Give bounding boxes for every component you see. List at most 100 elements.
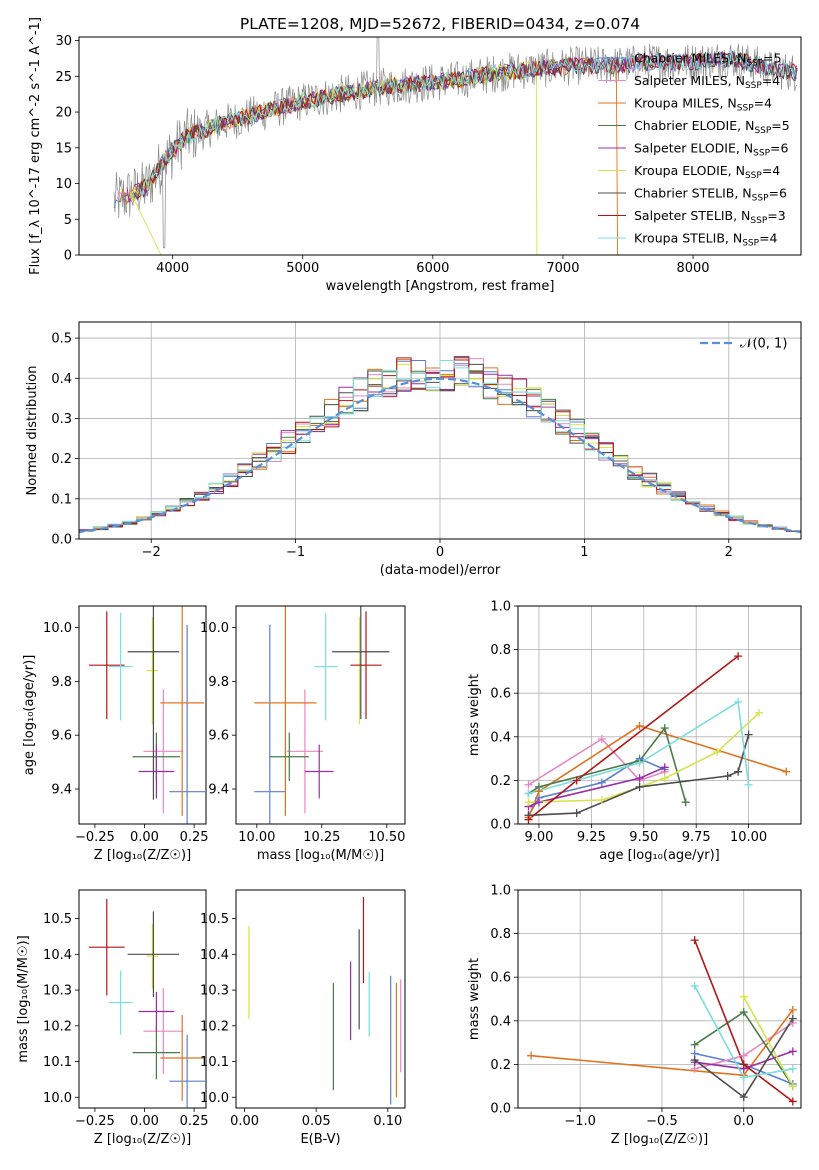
mass-weight-vs-age-panel: 9.00 9.25 9.50 9.75 10.00 0.0 0.2 0.4 0.6 0.8 1.0 a… (467, 600, 802, 863)
mass-vs-metallicity-panel: −0.25 0.00 0.25 10.0 10.1 10.2 10.3 10.4 10.5 Z [… (16, 889, 209, 1147)
mass-weight-marker (524, 789, 533, 798)
y-tick-label: 15 (55, 141, 72, 156)
legend-subscript: SSP (754, 126, 771, 136)
legend-count: =5 (771, 118, 789, 133)
age-vs-metallicity-panel: −0.25 0.00 0.25 9.4 9.6 9.8 10.0 Z [log₁₀(Z/Z☉)… (22, 605, 209, 863)
x-tick-label: 4000 (156, 261, 189, 276)
plot-area (79, 356, 801, 534)
axes-frame (517, 889, 802, 1109)
axis-label: wavelength [Angstrom, rest frame] (326, 279, 555, 294)
y-tick-label: 10.0 (200, 1091, 229, 1106)
legend-subscript: SSP (737, 104, 754, 114)
x-tick-label: −1.0 (564, 1114, 596, 1129)
mass-weight-marker (597, 778, 606, 787)
y-tick-label: 0.4 (490, 1014, 511, 1029)
axis-label: mass weight (467, 674, 482, 756)
axis-label: mass [log₁₀(M/M☉)] (16, 935, 31, 1062)
x-tick-label: 8000 (676, 261, 709, 276)
y-tick-label: 10.3 (200, 984, 229, 999)
mass-weight-marker (635, 758, 644, 767)
legend-label: Salpeter MILES, NSSP=4 (634, 73, 780, 91)
y-tick-label: 1.0 (490, 600, 511, 615)
y-tick-label: 0.8 (490, 927, 511, 942)
y-tick-label: 10.0 (200, 621, 229, 636)
mass-weight-marker (660, 724, 669, 733)
legend-label: Chabrier ELODIE, NSSP=5 (634, 118, 790, 136)
mass-weight-marker (690, 936, 699, 945)
legend-count: =4 (759, 231, 777, 246)
axis-label: Z [log₁₀(Z/Z☉)] (94, 1132, 191, 1147)
y-tick-label: 0.6 (490, 687, 511, 702)
mass-weight-vs-metallicity-panel: −1.0 −0.5 0.0 0.0 0.2 0.4 0.6 0.8 1.0 Z [log₁₀(Z/… (467, 884, 802, 1147)
mass-weight-marker (782, 767, 791, 776)
y-tick-label: 10.5 (200, 912, 229, 927)
x-tick-label: −1 (286, 545, 305, 560)
legend-subscript: SSP (742, 239, 759, 249)
y-tick-label: 10.0 (43, 621, 72, 636)
plot-area (248, 897, 402, 1105)
axis-label: mass weight (467, 958, 482, 1040)
axes-frame (78, 36, 802, 256)
y-tick-label: 0.4 (51, 372, 72, 387)
mass-weight-marker (739, 1060, 748, 1069)
mass-weight-marker (524, 798, 533, 807)
legend-label: Kroupa STELIB, NSSP=4 (634, 231, 778, 249)
legend-count: =6 (770, 141, 788, 156)
plot-area (88, 606, 206, 824)
axes-frame (235, 605, 406, 825)
x-tick-label: 10.00 (238, 830, 275, 845)
mass-vs-extinction-panel: 0.00 0.05 0.10 10.0 10.1 10.2 10.3 10.4 10.5 E(B-… (200, 889, 406, 1147)
x-tick-label: 9.00 (524, 830, 553, 845)
x-tick-label: 6000 (416, 261, 449, 276)
x-tick-label: 0.00 (130, 830, 159, 845)
spectrum-legend: Chabrier MILES, NSSP=5 Salpeter MILES, NS… (598, 51, 790, 249)
y-tick-label: 0.3 (51, 412, 72, 427)
legend-subscript: SSP (753, 149, 770, 159)
y-tick-label: 10.1 (200, 1055, 229, 1070)
x-tick-label: −0.5 (646, 1114, 678, 1129)
mass-weight-marker (524, 815, 533, 824)
y-tick-label: 9.4 (208, 783, 229, 798)
legend-label: Kroupa ELODIE, NSSP=4 (634, 163, 780, 181)
x-tick-label: 10.25 (303, 830, 340, 845)
mass-weight-marker (734, 652, 743, 661)
mass-weight-marker (534, 798, 543, 807)
y-tick-label: 20 (55, 106, 72, 121)
mass-weight-line (527, 655, 739, 821)
mass-weight-line (528, 700, 750, 795)
x-tick-label: 0.25 (180, 1114, 209, 1129)
mass-weight-marker (739, 992, 748, 1001)
mass-weight-marker (739, 1093, 748, 1102)
axis-label: mass [log₁₀(M/M☉)] (257, 848, 384, 863)
legend-subscript: SSP (745, 81, 762, 91)
y-tick-label: 10.2 (200, 1019, 229, 1034)
y-tick-label: 25 (55, 70, 72, 85)
legend-label: Chabrier MILES, NSSP=5 (634, 51, 782, 69)
mass-weight-marker (739, 1051, 748, 1060)
y-tick-label: 10.3 (43, 984, 72, 999)
axis-label: Normed distribution (25, 366, 40, 496)
y-tick-label: 9.6 (51, 729, 72, 744)
mass-weight-marker (788, 1064, 797, 1073)
legend-subscript: SSP (746, 59, 763, 69)
x-tick-label: 10.00 (730, 830, 767, 845)
axis-label: Z [log₁₀(Z/Z☉)] (611, 1132, 708, 1147)
model-spectrum-line (136, 51, 797, 198)
mass-weight-marker (660, 763, 669, 772)
y-tick-label: 0.1 (51, 492, 72, 507)
legend-count: =4 (762, 163, 780, 178)
legend-label: Kroupa MILES, NSSP=4 (634, 96, 772, 114)
legend-subscript: SSP (750, 216, 767, 226)
y-tick-label: 10.0 (43, 1091, 72, 1106)
axes-frame (235, 889, 406, 1109)
y-tick-label: 1.0 (490, 884, 511, 899)
legend-count: =6 (769, 186, 787, 201)
mass-weight-marker (690, 1040, 699, 1049)
y-tick-label: 10.2 (43, 1019, 72, 1034)
x-tick-label: 0.00 (130, 1114, 159, 1129)
mass-weight-marker (713, 748, 722, 757)
mass-weight-marker (788, 1005, 797, 1014)
x-tick-label: 0.05 (302, 1114, 331, 1129)
x-tick-label: 10.50 (368, 830, 405, 845)
x-tick-label: 0.25 (180, 830, 209, 845)
